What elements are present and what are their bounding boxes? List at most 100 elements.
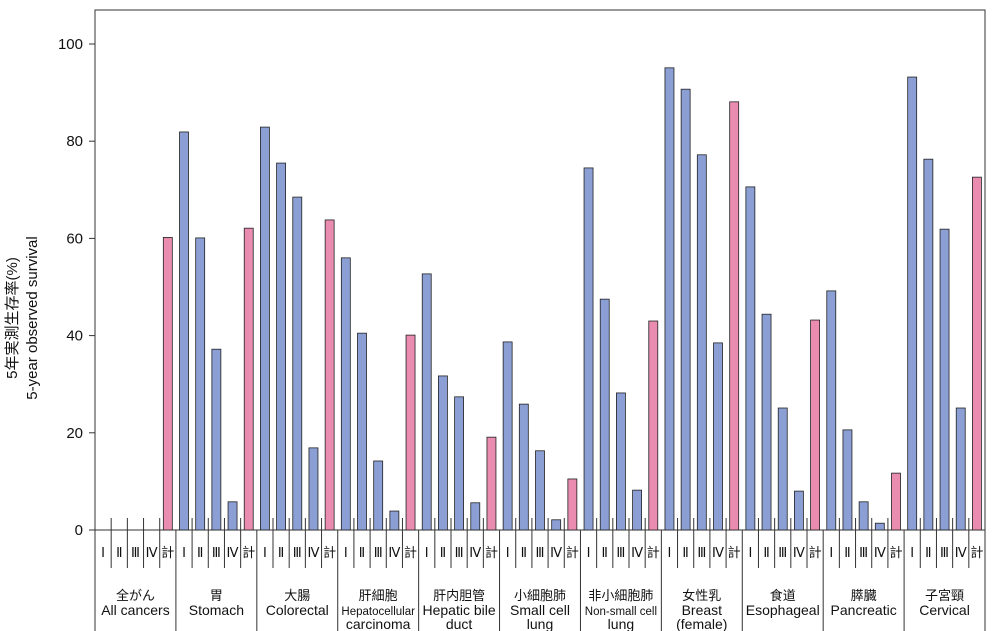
group-label-jp: 肝内胆管 xyxy=(433,588,485,603)
stage-label: 計 xyxy=(566,545,579,560)
stage-label: Ⅱ xyxy=(844,545,850,560)
stage-label: 計 xyxy=(970,545,983,560)
bar-stage-3 xyxy=(211,348,222,531)
group-label-en: Pancreatic xyxy=(831,602,897,618)
bar-stage-1 xyxy=(583,167,594,531)
y-tick-label: 0 xyxy=(75,522,83,539)
stage-label: Ⅳ xyxy=(388,545,400,560)
group-label-en: duct xyxy=(446,616,473,631)
bar-stage-1 xyxy=(421,273,432,531)
y-axis-label: 5-year observed survival xyxy=(24,236,41,399)
bar-stage-2 xyxy=(599,298,610,531)
stage-label: 計 xyxy=(889,545,902,560)
stage-label: Ⅲ xyxy=(536,545,545,560)
bar-stage-3 xyxy=(616,392,626,531)
bar-stage-1 xyxy=(745,186,756,531)
stage-label: Ⅳ xyxy=(227,545,239,560)
bar-stage-1 xyxy=(179,131,189,531)
y-axis-label-jp: 5年実測生存率(%) xyxy=(4,257,21,379)
stage-label: Ⅰ xyxy=(263,545,267,560)
group-label-jp: 膵臓 xyxy=(851,588,877,603)
group-label-en: Breast xyxy=(682,602,723,618)
bar-stage-2 xyxy=(518,403,529,531)
group-label-jp: 非小細胞肺 xyxy=(588,588,653,603)
stage-label: Ⅲ xyxy=(131,545,140,560)
bar-stage-4 xyxy=(389,510,400,531)
bar-stage-3 xyxy=(535,450,545,531)
bar-stage-2 xyxy=(276,162,286,531)
group-label-jp: 大腸 xyxy=(284,588,310,603)
bar-stage-2 xyxy=(923,158,934,531)
bar-stage-4 xyxy=(874,522,885,531)
group-label-en: Colorectal xyxy=(266,602,329,618)
bar-stage-3 xyxy=(696,154,707,531)
bar-total xyxy=(810,319,820,531)
bar-stage-3 xyxy=(939,228,950,531)
stage-label: 計 xyxy=(404,545,417,560)
bar-total xyxy=(891,472,901,531)
stage-label: Ⅲ xyxy=(940,545,949,560)
bar-stage-1 xyxy=(664,67,675,531)
stage-label: Ⅰ xyxy=(668,545,672,560)
group-label-en: Stomach xyxy=(189,602,244,618)
bar-stage-2 xyxy=(195,237,206,531)
group-label-jp: 子宮頸 xyxy=(925,588,964,603)
bar-stage-2 xyxy=(357,332,367,531)
y-tick-label: 20 xyxy=(66,425,83,442)
stage-label: Ⅱ xyxy=(682,545,688,560)
bar-total xyxy=(405,334,416,531)
stage-label: Ⅲ xyxy=(293,545,302,560)
bar-stage-2 xyxy=(438,375,448,531)
group-label-en: All cancers xyxy=(101,602,169,618)
bar-stage-4 xyxy=(955,407,966,531)
stage-label: Ⅳ xyxy=(955,545,967,560)
bar-stage-3 xyxy=(292,196,303,531)
stage-label: Ⅲ xyxy=(697,545,706,560)
bar-stage-3 xyxy=(373,460,384,531)
group-label-jp: 全がん xyxy=(116,588,155,603)
group-label-en: (female) xyxy=(676,616,727,631)
stage-label: 計 xyxy=(728,545,741,560)
stage-label: Ⅱ xyxy=(116,545,122,560)
bar-stage-3 xyxy=(454,396,464,531)
bar-stage-4 xyxy=(713,342,723,531)
stage-label: Ⅳ xyxy=(469,545,481,560)
bar-total xyxy=(324,219,335,531)
bar-stage-4 xyxy=(308,447,319,531)
stage-label: Ⅱ xyxy=(763,545,769,560)
bar-stage-4 xyxy=(470,502,481,531)
group-label-en: Hepatic bile xyxy=(423,602,496,618)
stage-label: 計 xyxy=(647,545,660,560)
stage-label: Ⅱ xyxy=(521,545,527,560)
stage-label: Ⅰ xyxy=(910,545,914,560)
stage-label: Ⅰ xyxy=(425,545,429,560)
bar-total xyxy=(243,227,254,531)
bar-stage-1 xyxy=(340,257,351,531)
stage-label: Ⅳ xyxy=(146,545,158,560)
group-label-en: carcinoma xyxy=(346,616,411,631)
stage-label: Ⅳ xyxy=(712,545,724,560)
group-label-en: Cervical xyxy=(919,602,970,618)
stage-label: Ⅰ xyxy=(829,545,833,560)
stage-label: 計 xyxy=(809,545,822,560)
stage-label: Ⅱ xyxy=(278,545,284,560)
stage-label: Ⅲ xyxy=(374,545,383,560)
stage-label: 計 xyxy=(242,545,255,560)
stage-label: Ⅳ xyxy=(874,545,886,560)
bar-stage-3 xyxy=(777,407,788,531)
bar-stage-3 xyxy=(858,501,869,531)
bar-stage-1 xyxy=(826,290,837,531)
group-label-en: Esophageal xyxy=(746,602,820,618)
stage-label: Ⅲ xyxy=(212,545,221,560)
stage-label: Ⅱ xyxy=(602,545,608,560)
stage-label: Ⅱ xyxy=(359,545,365,560)
bar-stage-4 xyxy=(632,489,642,531)
group-label-jp: 食道 xyxy=(770,588,796,603)
bar-stage-1 xyxy=(907,76,918,531)
group-label-jp: 女性乳 xyxy=(682,588,721,603)
group-label-en: Hepatocellular xyxy=(341,606,415,618)
stage-label: Ⅰ xyxy=(748,545,752,560)
bar-total xyxy=(486,436,497,531)
stage-label: Ⅰ xyxy=(344,545,348,560)
